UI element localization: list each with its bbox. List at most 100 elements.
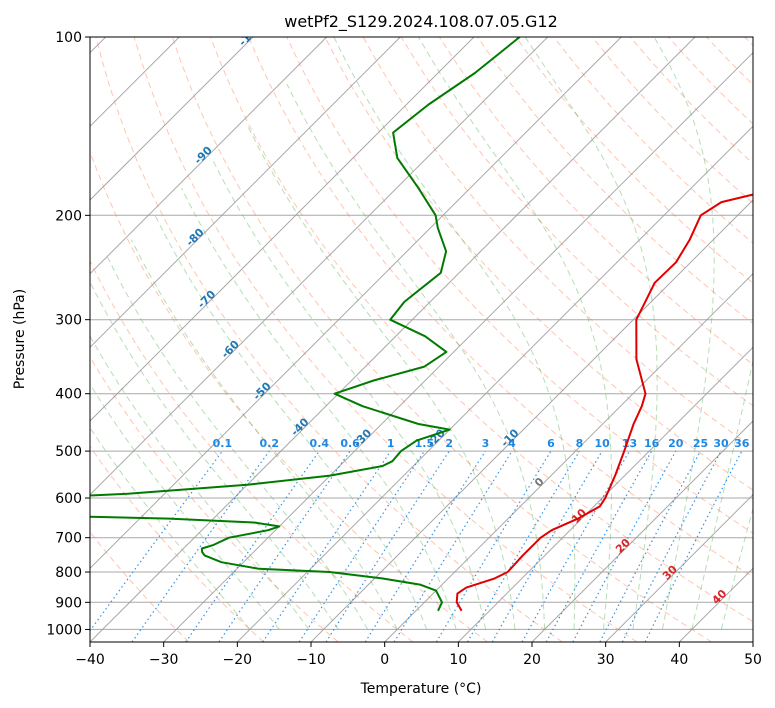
- isotherm-line: [531, 420, 753, 642]
- dry-adiabat-label: -90: [192, 144, 215, 167]
- mixing-ratio-label: 2: [445, 437, 453, 450]
- y-tick-label: 100: [55, 30, 82, 46]
- x-tick-label: 0: [380, 652, 389, 668]
- dry-adiabat-line: [90, 259, 414, 642]
- x-tick-label: −30: [149, 652, 179, 668]
- mixing-ratio-label: 8: [576, 437, 584, 450]
- mixing-ratio-line: [466, 450, 580, 642]
- isotherm-line: [678, 567, 753, 642]
- mixing-ratio-label: 36: [734, 437, 750, 450]
- mixing-ratio-line: [131, 450, 270, 642]
- moist-adiabat-line: [90, 383, 280, 630]
- dry-adiabat-label: -40: [288, 415, 311, 438]
- isotherm-line: [310, 199, 753, 642]
- x-axis-ticks: −40 −30 −20 −10 0 10 20 30 40 50: [75, 642, 762, 668]
- dry-adiabat-label: -100: [236, 20, 265, 49]
- x-tick-label: 40: [670, 652, 688, 668]
- line-labels: 0.1 0.2 0.4 0.6 1 1.5 2 3 4 6 8 10 13 16 20 25 30 36-100-…: [183, 20, 750, 607]
- x-tick-label: 20: [523, 652, 541, 668]
- isotherm-line: [90, 37, 401, 349]
- mixing-ratio-label: 25: [693, 437, 708, 450]
- dewpoint-profile: [90, 37, 521, 612]
- moist-adiabat-line: [720, 506, 753, 630]
- mixing-ratio-label: 0.1: [213, 437, 233, 450]
- moist-adiabat-line: [181, 187, 457, 630]
- mixing-ratio-label: 30: [713, 437, 729, 450]
- mixing-ratio-label: 3: [482, 437, 490, 450]
- mixing-ratio-line: [545, 450, 653, 642]
- y-tick-label: 400: [55, 387, 82, 403]
- isotherm-line: [457, 346, 753, 642]
- isotherm-line: [384, 272, 753, 642]
- moist-adiabat-line: [691, 358, 753, 630]
- y-tick-label: 700: [55, 531, 82, 547]
- x-tick-label: 10: [449, 652, 467, 668]
- y-tick-label: 300: [55, 313, 82, 329]
- x-tick-label: −40: [75, 652, 105, 668]
- y-tick-label: 900: [55, 595, 82, 611]
- mixing-ratio-line: [644, 450, 743, 642]
- plot-frame: [89, 36, 754, 643]
- dry-adiabat-label: -60: [219, 338, 242, 361]
- moist-adiabat-line: [90, 280, 339, 630]
- moist-adiabat-label: 40: [709, 587, 729, 607]
- isotherm-line: [605, 493, 753, 642]
- profile-series: [90, 37, 753, 612]
- dry-adiabat-line: [438, 37, 753, 366]
- mixing-ratio-label: 16: [644, 437, 660, 450]
- mixing-ratio-label: 0.2: [260, 437, 280, 450]
- dry-adiabat-line: [286, 37, 753, 534]
- dry-adiabat-line: [90, 445, 264, 642]
- x-tick-label: −20: [223, 652, 253, 668]
- dry-adiabat-line: [210, 37, 753, 623]
- isotherm-line: [752, 641, 753, 642]
- moist-adiabat-line: [653, 37, 715, 630]
- moist-adiabat-line: [90, 426, 251, 630]
- mixing-ratio-line: [325, 450, 450, 642]
- x-tick-label: 50: [744, 652, 762, 668]
- isotherm-line: [90, 37, 622, 570]
- y-tick-label: 1000: [46, 622, 82, 638]
- x-tick-label: −10: [296, 652, 326, 668]
- dry-adiabat-line: [171, 37, 712, 642]
- isotherm-line: [90, 37, 549, 496]
- y-tick-label: 800: [55, 565, 82, 581]
- dry-adiabat-line: [90, 531, 190, 642]
- isotherm-line: [236, 125, 753, 642]
- dry-adiabat-line: [90, 356, 339, 642]
- mixing-ratio-line: [599, 450, 702, 642]
- x-tick-label: 30: [597, 652, 615, 668]
- isotherm-line: [163, 51, 753, 642]
- mixing-ratio-line: [435, 450, 552, 642]
- isotherm-line: [90, 37, 254, 201]
- dry-adiabat-line: [95, 37, 563, 642]
- dry-adiabat-line: [248, 37, 753, 578]
- mixing-ratio-line: [218, 450, 351, 642]
- moist-adiabat-label: 20: [613, 536, 633, 556]
- dry-adiabat-line: [324, 37, 753, 491]
- temperature-profile: [455, 193, 753, 612]
- x-axis-label: Temperature (°C): [360, 681, 482, 697]
- background-lines: [90, 37, 753, 642]
- mixing-ratio-line: [298, 450, 425, 642]
- y-tick-label: 200: [55, 208, 82, 224]
- dry-adiabat-line: [668, 37, 753, 125]
- dry-adiabat-line: [90, 150, 488, 642]
- isotherm-line: [90, 37, 696, 642]
- mixing-ratio-label: 0.6: [340, 437, 360, 450]
- mixing-ratio-label: 1: [387, 437, 395, 450]
- mixing-ratio-line: [262, 450, 392, 642]
- moist-adiabat-line: [418, 37, 613, 630]
- chart-title: wetPf2_S129.2024.108.07.05.G12: [284, 12, 558, 32]
- y-tick-label: 600: [55, 491, 82, 507]
- mixing-ratio-label: 0.4: [310, 437, 330, 450]
- dry-adiabat-line: [744, 37, 753, 47]
- mixing-ratio-label: 10: [594, 437, 610, 450]
- dry-adiabat-label: -10: [498, 426, 521, 449]
- moist-adiabat-line: [90, 335, 310, 630]
- mixing-ratio-line: [572, 450, 677, 642]
- mixing-ratio-line: [393, 450, 513, 642]
- y-tick-label: 500: [55, 444, 82, 460]
- moist-adiabat-line: [524, 37, 658, 630]
- dry-adiabat-line: [706, 37, 753, 86]
